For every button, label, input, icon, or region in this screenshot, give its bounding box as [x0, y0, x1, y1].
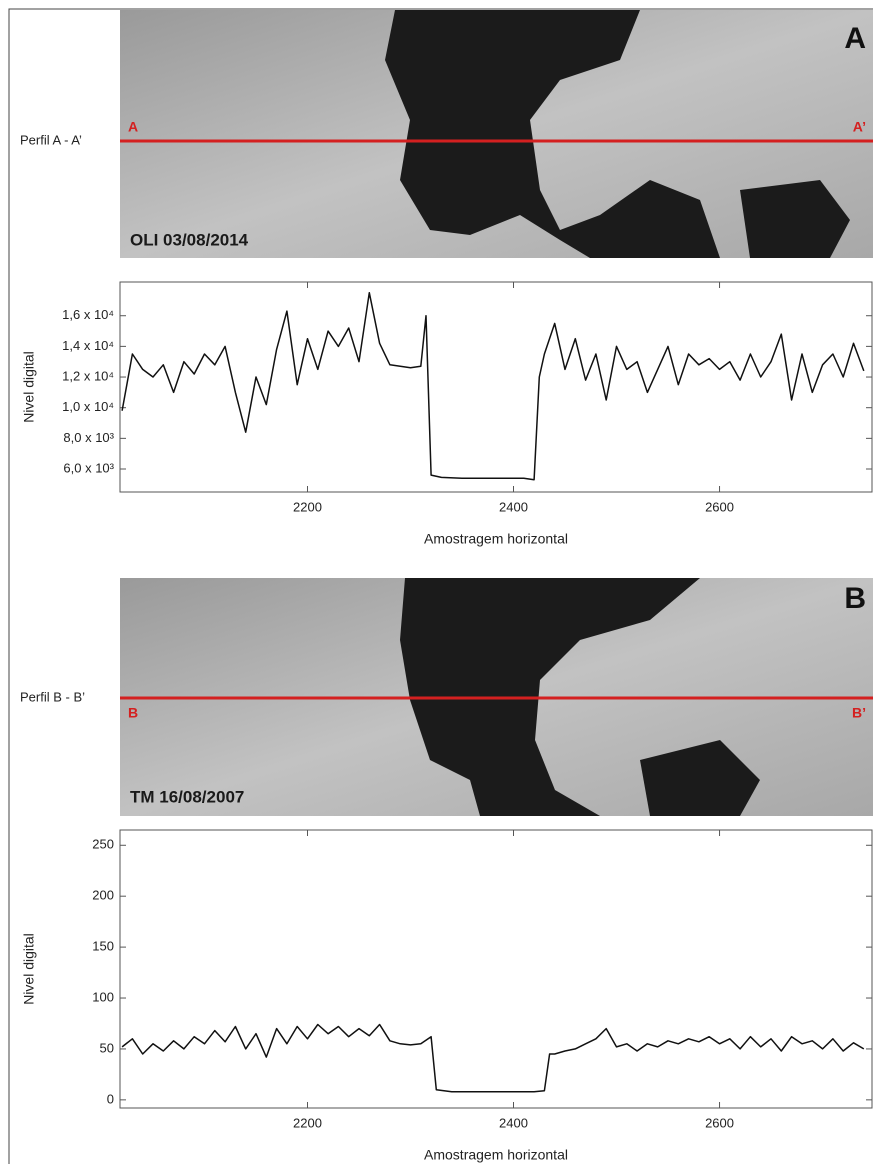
y-tick-label: 1,2 x 10⁴ — [62, 368, 114, 383]
x-tick-label: 2200 — [293, 1115, 322, 1130]
data-line — [122, 293, 864, 480]
y-tick-label: 250 — [92, 837, 114, 852]
profile-end: A’ — [853, 119, 866, 135]
figure: Perfil A - A’ A A’ A OLI 03/08/2014 Perf… — [0, 0, 873, 1164]
profile-end: B’ — [852, 705, 866, 721]
y-tick-label: 1,0 x 10⁴ — [62, 399, 114, 414]
y-tick-label: 200 — [92, 888, 114, 903]
plot-frame — [120, 282, 872, 492]
y-tick-label: 1,6 x 10⁴ — [62, 307, 114, 322]
x-tick-label: 2200 — [293, 499, 322, 514]
y-axis-label: Nivel digital — [21, 351, 37, 423]
image-caption: OLI 03/08/2014 — [130, 230, 249, 249]
x-tick-label: 2600 — [705, 1115, 734, 1130]
satellite-image-a — [120, 10, 873, 258]
y-tick-label: 0 — [107, 1091, 114, 1106]
y-tick-label: 1,4 x 10⁴ — [62, 338, 114, 353]
profile-start: B — [128, 705, 138, 721]
y-tick-label: 8,0 x 10³ — [63, 430, 114, 445]
panel-letter: A — [844, 22, 866, 55]
x-tick-label: 2400 — [499, 1115, 528, 1130]
plot-frame — [120, 830, 872, 1108]
y-tick-label: 100 — [92, 989, 114, 1004]
x-axis-label: Amostragem horizontal — [424, 1147, 568, 1163]
panel-letter: B — [844, 582, 866, 615]
x-tick-label: 2600 — [705, 499, 734, 514]
profile-label: Perfil B - B’ — [20, 689, 85, 704]
y-axis-label: Nivel digital — [21, 933, 37, 1005]
satellite-image-b — [120, 578, 873, 816]
x-axis-label: Amostragem horizontal — [424, 531, 568, 547]
data-line — [122, 1025, 864, 1092]
y-tick-label: 50 — [100, 1040, 114, 1055]
image-caption: TM 16/08/2007 — [130, 787, 244, 806]
y-tick-label: 150 — [92, 939, 114, 954]
x-tick-label: 2400 — [499, 499, 528, 514]
profile-label: Perfil A - A’ — [20, 132, 82, 147]
profile-start: A — [128, 119, 138, 135]
y-tick-label: 6,0 x 10³ — [63, 460, 114, 475]
